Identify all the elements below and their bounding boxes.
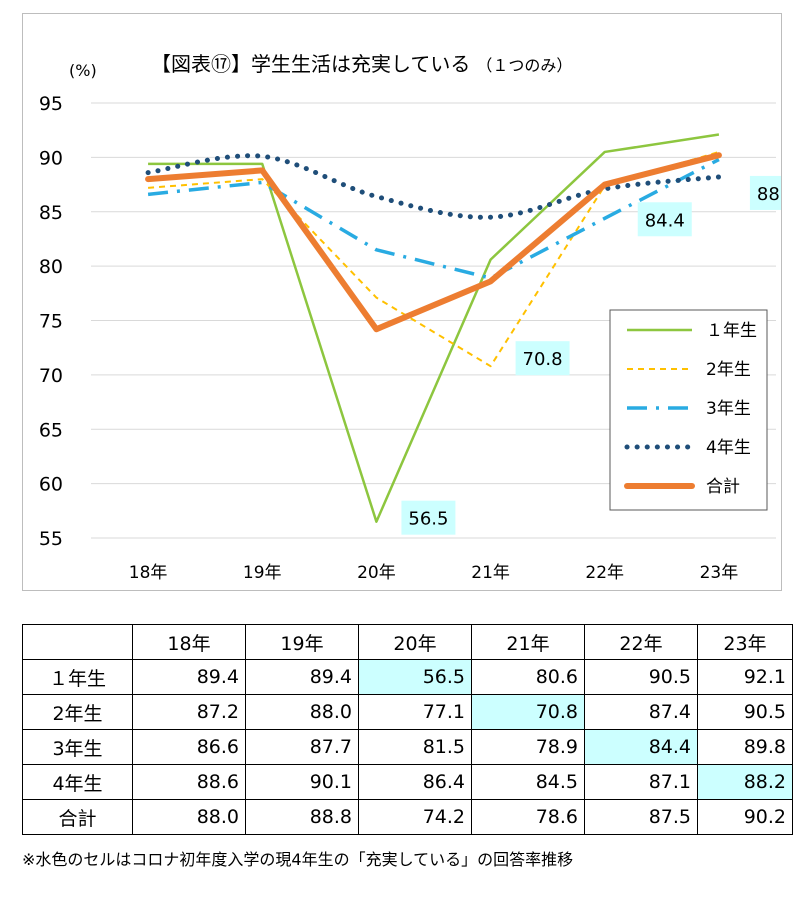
y-axis-unit: (%) — [69, 61, 97, 80]
table-cell: 90.1 — [245, 764, 359, 800]
table-column-header: 18年 — [132, 624, 246, 660]
table-cell: 87.4 — [584, 694, 698, 730]
y-tick-label: 65 — [39, 419, 63, 441]
table-cell: 88.6 — [132, 764, 246, 800]
table-cell-highlighted: 56.5 — [358, 659, 472, 695]
y-tick-label: 80 — [39, 256, 63, 278]
series-line — [145, 152, 722, 333]
data-label: 88.2 — [757, 184, 781, 205]
table-cell: 90.5 — [584, 659, 698, 695]
chart-title: 【図表⑰】学生生活は充実している （１つのみ） — [151, 52, 572, 76]
table-cell: 88.8 — [245, 799, 359, 835]
data-table: 18年 19年 20年 21年 22年 23年 １年生 89.4 89.4 56.5 80.6 90… — [22, 624, 793, 835]
table-corner-cell — [22, 624, 133, 660]
data-label-bg — [637, 202, 692, 237]
table-row-header: 3年生 — [22, 729, 133, 765]
x-tick-label: 19年 — [243, 563, 282, 583]
table-cell: 80.6 — [471, 659, 585, 695]
table-cell: 84.5 — [471, 764, 585, 800]
data-label-bg — [749, 175, 781, 210]
x-tick-label: 20年 — [357, 563, 396, 583]
table-row: 2年生 87.2 88.0 77.1 70.8 87.4 90.5 — [22, 694, 793, 730]
table-row: 合計 88.0 88.8 74.2 78.6 87.5 90.2 — [22, 799, 793, 835]
x-tick-label: 23年 — [700, 563, 739, 583]
legend-box — [609, 309, 768, 511]
table-cell: 87.2 — [132, 694, 246, 730]
table-cell: 87.1 — [584, 764, 698, 800]
table-row-header: 合計 — [22, 799, 133, 835]
line-chart: 【図表⑰】学生生活は充実している （１つのみ） (%) 55 60 65 70 75 80 85 9… — [39, 52, 781, 583]
table-cell: 88.0 — [245, 694, 359, 730]
table-row-header: １年生 — [22, 659, 133, 695]
table-cell: 77.1 — [358, 694, 472, 730]
x-tick-label: 22年 — [585, 563, 624, 583]
table-cell: 90.5 — [697, 694, 793, 730]
table-cell-highlighted: 88.2 — [697, 764, 793, 800]
chart-title-suffix: （１つのみ） — [476, 56, 572, 75]
table-column-header: 21年 — [471, 624, 585, 660]
table-cell: 86.6 — [132, 729, 246, 765]
table-row: １年生 89.4 89.4 56.5 80.6 90.5 92.1 — [22, 659, 793, 695]
data-label: 56.5 — [408, 509, 448, 530]
data-label-bg — [401, 500, 456, 535]
legend-label: １年生 — [706, 321, 757, 341]
legend-label: 合計 — [706, 477, 740, 497]
table-cell: 87.5 — [584, 799, 698, 835]
table-cell: 92.1 — [697, 659, 793, 695]
table-cell: 78.6 — [471, 799, 585, 835]
data-label: 70.8 — [523, 349, 563, 370]
legend-label: 3年生 — [706, 399, 751, 419]
y-tick-label: 55 — [39, 528, 63, 550]
table-column-header: 20年 — [358, 624, 472, 660]
table-row-header: 4年生 — [22, 764, 133, 800]
series-line — [148, 150, 720, 368]
series-line — [148, 133, 720, 523]
table-cell: 86.4 — [358, 764, 472, 800]
table-cell: 74.2 — [358, 799, 472, 835]
legend-label: 2年生 — [706, 360, 751, 380]
footnote: ※水色のセルはコロナ初年度入学の現4年生の「充実している」の回答率推移 — [22, 850, 574, 869]
table-cell: 90.2 — [697, 799, 793, 835]
data-label: 84.4 — [645, 210, 685, 231]
table-body: １年生 89.4 89.4 56.5 80.6 90.5 92.1 2年生 87.2 88.0 77… — [22, 659, 793, 835]
table-header-row: 18年 19年 20年 21年 22年 23年 — [22, 624, 793, 660]
y-tick-label: 85 — [39, 202, 63, 224]
table-cell-highlighted: 84.4 — [584, 729, 698, 765]
y-tick-label: 60 — [39, 474, 63, 496]
table-cell: 81.5 — [358, 729, 472, 765]
table-row: 3年生 86.6 87.7 81.5 78.9 84.4 89.8 — [22, 729, 793, 765]
table-cell: 88.0 — [132, 799, 246, 835]
table-cell: 78.9 — [471, 729, 585, 765]
table-column-header: 23年 — [697, 624, 793, 660]
series-line — [145, 153, 722, 220]
legend-label: 4年生 — [706, 438, 751, 458]
y-tick-label: 70 — [39, 365, 63, 387]
series-line — [147, 157, 720, 280]
y-tick-label: 95 — [39, 93, 63, 115]
table-cell: 89.8 — [697, 729, 793, 765]
table-cell: 89.4 — [245, 659, 359, 695]
table-row: 4年生 88.6 90.1 86.4 84.5 87.1 88.2 — [22, 764, 793, 800]
data-label-bg — [515, 341, 570, 376]
table-row-header: 2年生 — [22, 694, 133, 730]
x-tick-label: 21年 — [471, 563, 510, 583]
table-column-header: 19年 — [245, 624, 359, 660]
table-cell: 87.7 — [245, 729, 359, 765]
y-tick-label: 90 — [39, 147, 63, 169]
y-tick-label: 75 — [39, 311, 63, 333]
x-tick-label: 18年 — [129, 563, 168, 583]
table-column-header: 22年 — [584, 624, 698, 660]
chart-frame: 【図表⑰】学生生活は充実している （１つのみ） (%) 55 60 65 70 75 80 85 9… — [22, 13, 782, 591]
table-cell: 89.4 — [132, 659, 246, 695]
table-cell-highlighted: 70.8 — [471, 694, 585, 730]
